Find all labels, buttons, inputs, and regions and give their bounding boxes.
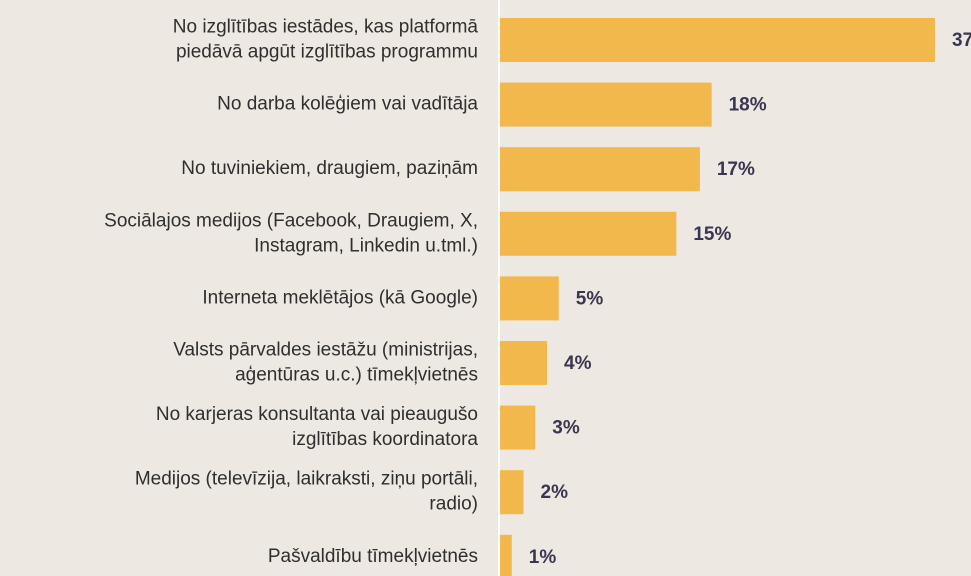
- value-label: 4%: [564, 353, 592, 374]
- category-label: Instagram, Linkedin u.tml.): [254, 235, 478, 256]
- value-label: 5%: [576, 288, 604, 309]
- category-label: No tuviniekiem, draugiem, paziņām: [181, 158, 478, 179]
- value-label: 17%: [717, 159, 755, 180]
- bar: [500, 18, 935, 62]
- bar: [500, 276, 559, 321]
- value-label: 2%: [541, 482, 569, 503]
- bar: [500, 405, 536, 450]
- bar: [500, 82, 712, 127]
- bar: [500, 211, 677, 256]
- category-label: Sociālajos medijos (Facebook, Draugiem, …: [104, 210, 478, 231]
- category-label: Interneta meklētājos (kā Google): [202, 287, 478, 308]
- category-label: Pašvaldību tīmekļvietnēs: [268, 546, 478, 567]
- category-label: No izglītības iestādes, kas platformā: [173, 17, 479, 38]
- bar: [500, 534, 512, 576]
- value-label: 3%: [552, 418, 580, 439]
- category-label: radio): [429, 494, 478, 515]
- value-label: 15%: [693, 224, 731, 245]
- category-label: piedāvā apgūt izglītības programmu: [176, 42, 478, 63]
- value-label: 37%: [952, 30, 971, 51]
- value-label: 18%: [729, 95, 767, 116]
- category-label: Valsts pārvaldes iestāžu (ministrijas,: [173, 340, 478, 361]
- category-label: izglītības koordinatora: [292, 429, 478, 450]
- bar: [500, 470, 524, 515]
- value-label: 1%: [529, 547, 557, 568]
- category-label: aģentūras u.c.) tīmekļvietnēs: [235, 365, 478, 386]
- category-label: Medijos (televīzija, laikraksti, ziņu po…: [135, 469, 478, 490]
- bar: [500, 147, 700, 192]
- category-label: No darba kolēģiem vai vadītāja: [217, 94, 478, 115]
- category-label: No karjeras konsultanta vai pieaugušo: [156, 404, 478, 425]
- bar: [500, 341, 548, 385]
